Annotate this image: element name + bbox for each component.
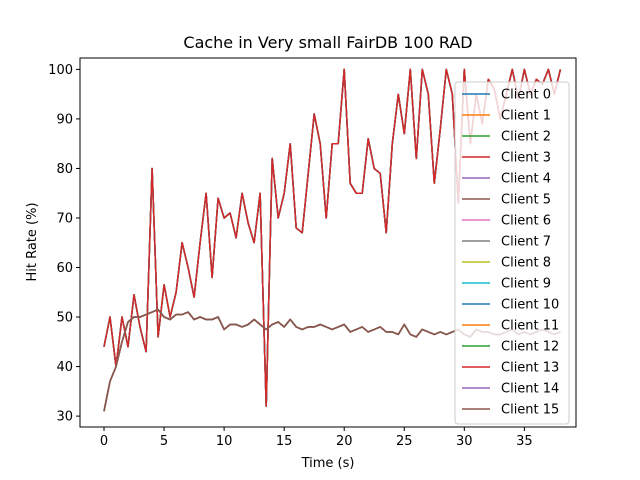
y-tick-label: 50 [56,311,73,326]
legend-entry-label: Client 0 [501,88,551,103]
x-tick-label: 25 [396,434,413,449]
y-tick-label: 100 [48,63,73,78]
x-axis-label: Time (s) [301,456,355,471]
y-axis-label: Hit Rate (%) [25,202,40,281]
x-tick-label: 20 [336,434,353,449]
legend-entry-label: Client 3 [501,151,551,166]
legend-entry-label: Client 5 [501,193,551,208]
x-tick-label: 30 [456,434,473,449]
y-tick-label: 70 [56,211,73,226]
legend-entry-label: Client 13 [501,361,559,376]
chart-title: Cache in Very small FairDB 100 RAD [183,33,472,52]
y-axis: 30 40 50 60 70 80 90 100 [48,63,80,425]
legend-entry-label: Client 11 [501,319,559,334]
x-tick-label: 10 [216,434,233,449]
legend-entry-label: Client 12 [501,340,559,355]
x-tick-label: 35 [516,434,533,449]
legend-entry-label: Client 8 [501,256,551,271]
legend-entry-label: Client 15 [501,403,559,418]
plot-frame [79,57,577,428]
legend: Client 0 Client 1 Client 2 Client 3 Client 4… [454,81,570,425]
legend-entry-label: Client 2 [501,130,551,145]
x-tick-label: 0 [100,434,108,449]
x-tick-label: 15 [276,434,293,449]
y-tick-label: 60 [56,261,73,276]
legend-entry-label: Client 7 [501,235,551,250]
x-tick-label: 5 [160,434,168,449]
y-tick-label: 80 [56,162,73,177]
legend-entry-label: Client 4 [501,172,551,187]
y-tick-label: 30 [56,410,73,425]
legend-entry-label: Client 10 [501,298,559,313]
legend-entry-label: Client 1 [501,109,551,124]
y-tick-label: 90 [56,112,73,127]
legend-entry-label: Client 9 [501,277,551,292]
y-tick-label: 40 [56,360,73,375]
legend-box [454,81,570,425]
legend-entry-label: Client 14 [501,382,559,397]
x-axis: 0 5 10 15 20 25 30 35 [100,427,533,449]
legend-entry-label: Client 6 [501,214,551,229]
